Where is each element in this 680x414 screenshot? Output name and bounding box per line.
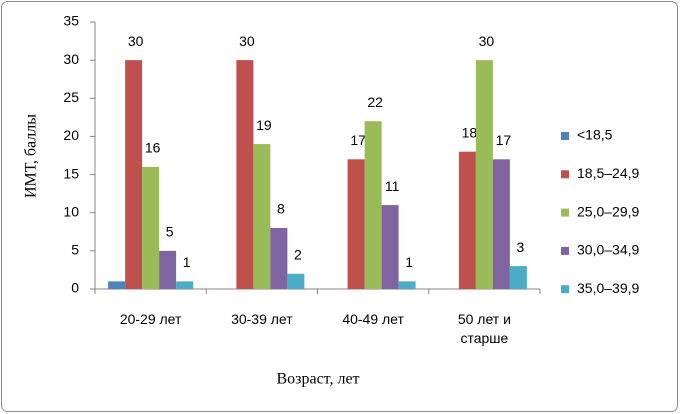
data-label: 11 [385, 178, 400, 194]
x-tick-label: 20-29 лет [119, 311, 182, 327]
y-tick-label: 15 [63, 165, 79, 181]
legend-swatch [561, 246, 569, 255]
data-label: 8 [277, 201, 285, 217]
legend-swatch [561, 132, 569, 140]
data-label: 3 [516, 239, 524, 255]
x-tick-label: 40-49 лет [342, 311, 404, 327]
data-label: 17 [350, 132, 366, 148]
y-tick-label: 10 [63, 203, 79, 219]
bar [125, 60, 143, 290]
bar [492, 159, 510, 289]
data-label: 19 [256, 117, 272, 133]
data-label: 16 [145, 140, 161, 156]
y-tick-label: 0 [71, 280, 79, 296]
bar [398, 281, 416, 289]
data-label: 17 [496, 132, 512, 148]
bar [176, 281, 194, 289]
bar [159, 250, 177, 289]
legend-swatch [561, 208, 569, 217]
bar [509, 266, 527, 289]
y-tick-label: 30 [63, 51, 79, 67]
data-label: 5 [166, 224, 174, 240]
data-label: 30 [479, 33, 495, 49]
data-label: 1 [183, 254, 191, 270]
data-label: 2 [294, 246, 302, 262]
y-axis-title: ИМТ, баллы [23, 114, 40, 198]
legend-label: 25,0–29,9 [577, 203, 639, 219]
legend-label: 35,0–39,9 [577, 280, 639, 296]
bar [347, 159, 365, 289]
legend-swatch [561, 170, 569, 179]
bar [287, 273, 305, 289]
bar [381, 205, 399, 289]
x-tick-label: 30-39 лет [231, 311, 293, 327]
y-tick-label: 20 [63, 127, 79, 143]
y-tick-label: 25 [63, 89, 79, 105]
data-label: 18 [462, 124, 478, 140]
bar [142, 166, 160, 289]
bar [364, 121, 382, 290]
y-tick-label: 5 [71, 242, 79, 258]
bar [108, 281, 126, 289]
x-axis-title: Возраст, лет [276, 371, 359, 388]
y-tick-label: 35 [63, 13, 79, 29]
bar [270, 227, 288, 289]
legend-label: 18,5–24,9 [577, 165, 639, 181]
bar [253, 144, 271, 289]
bar [458, 151, 476, 289]
data-label: 30 [128, 33, 144, 49]
data-label: 22 [367, 94, 383, 110]
bar [475, 60, 493, 290]
legend-label: <18,5 [577, 127, 613, 143]
data-label: 1 [405, 254, 413, 270]
legend-label: 30,0–34,9 [577, 242, 639, 258]
legend-swatch [561, 285, 569, 294]
bar [236, 60, 254, 290]
x-tick-label: 50 лет и старше [457, 311, 511, 346]
data-label: 30 [239, 33, 255, 49]
